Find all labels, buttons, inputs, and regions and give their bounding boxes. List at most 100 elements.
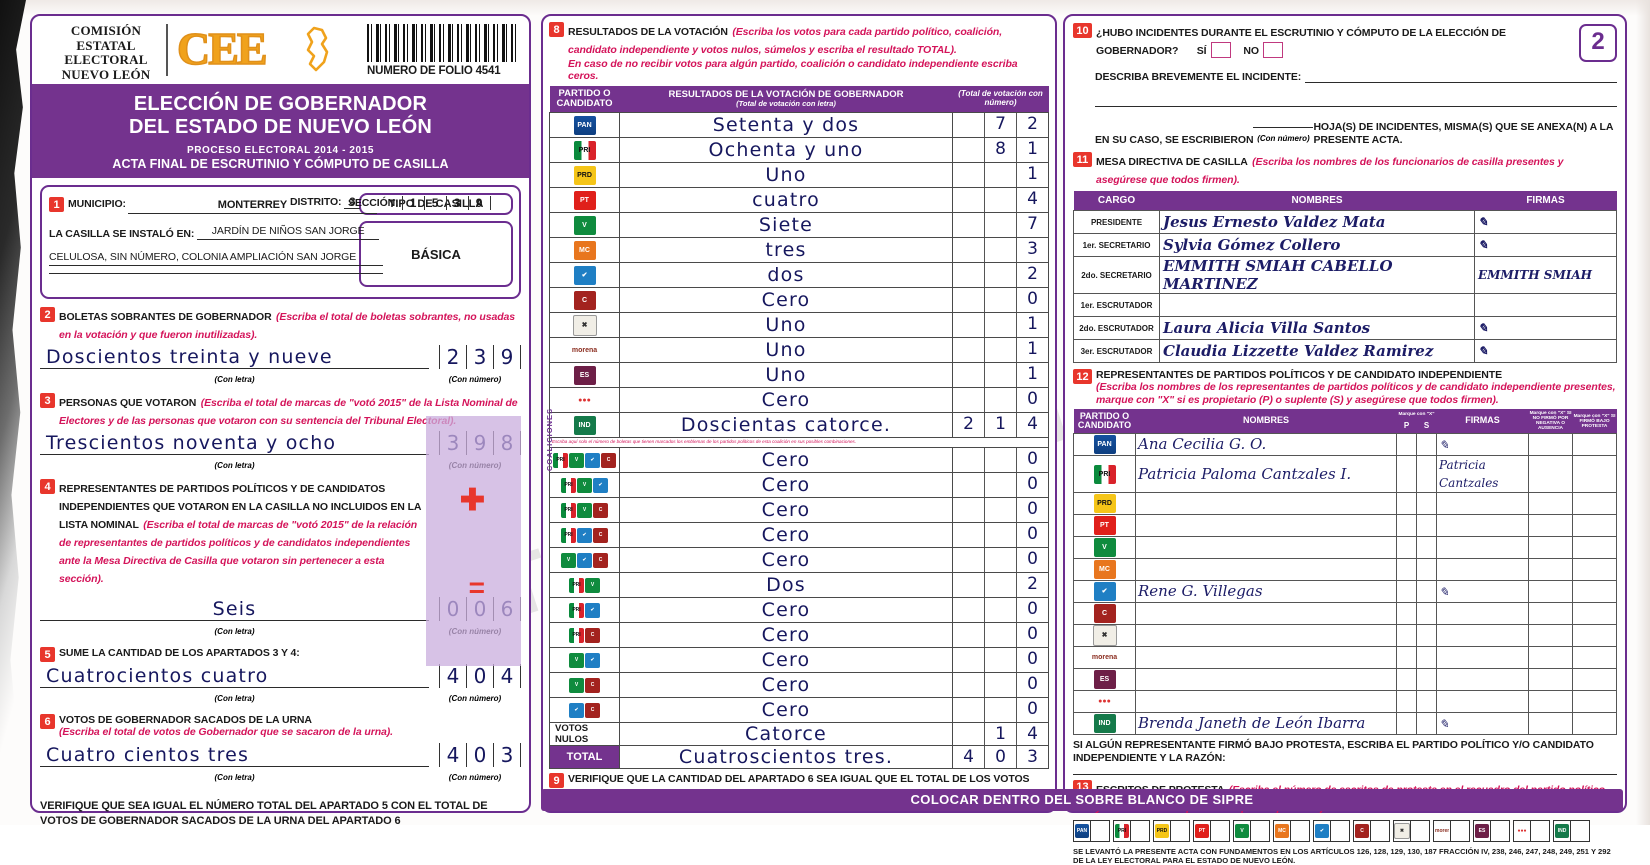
mesa-firma[interactable]: ✎ (1475, 340, 1617, 363)
rep-suplente-check[interactable] (1416, 713, 1436, 735)
rep-firma[interactable] (1437, 625, 1529, 647)
coalition-number[interactable]: 2 (953, 573, 1048, 597)
protest-box-mc[interactable]: MC (1273, 820, 1310, 842)
instalada-value[interactable]: JARDÍN DE NIÑOS SAN JORGE (212, 225, 365, 237)
rep-nombre[interactable]: Patricia Paloma Cantzales I. (1136, 456, 1397, 493)
rep-suplente-check[interactable] (1416, 559, 1436, 581)
rep-firma[interactable]: ✎ (1437, 581, 1529, 603)
rep-suplente-check[interactable] (1416, 625, 1436, 647)
rep-firma[interactable] (1437, 493, 1529, 515)
no-checkbox[interactable] (1263, 42, 1283, 58)
rep-protesta-check[interactable] (1573, 647, 1617, 669)
rep-firma[interactable]: ✎ (1437, 434, 1529, 456)
votes-number[interactable]: 1 (953, 163, 1048, 187)
rep-propietario-check[interactable] (1396, 515, 1416, 537)
protest-box-pan[interactable]: PAN (1073, 820, 1110, 842)
rep-nombre[interactable]: Ana Cecilia G. O. (1136, 434, 1397, 456)
rep-propietario-check[interactable] (1396, 559, 1416, 581)
votes-letra-cell[interactable]: Setenta y dos (620, 113, 953, 138)
rep-nofirmo-check[interactable] (1529, 581, 1573, 603)
rep-suplente-check[interactable] (1416, 647, 1436, 669)
mesa-nombre[interactable]: Laura Alicia Villa Santos (1160, 317, 1475, 340)
protest-count-input-pan[interactable] (1090, 821, 1109, 841)
rep-protesta-check[interactable] (1573, 515, 1617, 537)
section-5-digits[interactable]: 4 0 4 (429, 664, 521, 688)
rep-nombre[interactable] (1136, 647, 1397, 669)
coalition-letra-cell[interactable]: Cero (620, 648, 953, 673)
seccion-digits[interactable]: 1 5 3 9 (402, 196, 491, 210)
rep-nombre[interactable] (1136, 625, 1397, 647)
protest-count-input-cruz[interactable] (1370, 821, 1389, 841)
rep-protesta-check[interactable] (1573, 581, 1617, 603)
mesa-nombre[interactable]: EMMITH SMIAH CABELLO MARTINEZ (1160, 257, 1475, 294)
rep-nombre[interactable]: Rene G. Villegas (1136, 581, 1397, 603)
rep-suplente-check[interactable] (1416, 493, 1436, 515)
sheets-count-input[interactable]: (Con número) (1253, 116, 1313, 146)
rep-nombre[interactable] (1136, 559, 1397, 581)
rep-nombre[interactable] (1136, 515, 1397, 537)
protest-box-prd[interactable]: PRD (1153, 820, 1190, 842)
votes-number[interactable]: 2 (953, 263, 1048, 287)
municipio-value[interactable]: MONTERREY (218, 199, 287, 211)
rep-firma[interactable] (1437, 603, 1529, 625)
mesa-nombre[interactable] (1160, 294, 1475, 317)
rep-firma[interactable] (1437, 537, 1529, 559)
mesa-nombre[interactable]: Jesus Ernesto Valdez Mata (1160, 211, 1475, 234)
protest-box-ind[interactable]: IND (1553, 820, 1590, 842)
rep-protesta-check[interactable] (1573, 559, 1617, 581)
rep-suplente-check[interactable] (1416, 581, 1436, 603)
coalition-letra-cell[interactable]: Dos (620, 573, 953, 598)
section-4-letra[interactable]: Seis (213, 598, 257, 620)
rep-protesta-check[interactable] (1573, 669, 1617, 691)
rep-nofirmo-check[interactable] (1529, 647, 1573, 669)
protest-box-enc[interactable]: ●●● (1513, 820, 1550, 842)
votes-number[interactable]: 0 (953, 288, 1048, 312)
rep-nombre[interactable] (1136, 669, 1397, 691)
coalition-number[interactable]: 0 (953, 673, 1048, 697)
votes-letra-cell[interactable]: Ochenta y uno (620, 138, 953, 163)
coalition-number[interactable]: 0 (953, 623, 1048, 647)
section-2-digits[interactable]: 2 3 9 (429, 345, 521, 369)
coalition-number[interactable]: 0 (953, 548, 1048, 572)
rep-firma[interactable] (1437, 669, 1529, 691)
votes-letra-cell[interactable]: Uno (620, 338, 953, 363)
rep-firma[interactable] (1437, 691, 1529, 713)
section-3-letra[interactable]: Trescientos noventa y ocho (46, 432, 336, 454)
votes-letra-cell[interactable]: Cero (620, 388, 953, 413)
rep-protesta-check[interactable] (1573, 537, 1617, 559)
protest-count-input-na[interactable] (1330, 821, 1349, 841)
coalition-number[interactable]: 0 (953, 448, 1048, 472)
protest-box-ph[interactable]: ✖ (1393, 820, 1430, 842)
rep-firma[interactable]: Patricia Cantzales (1437, 456, 1529, 493)
rep-protesta-check[interactable] (1573, 603, 1617, 625)
protest-count-input-pvem[interactable] (1250, 821, 1269, 841)
coalition-letra-cell[interactable]: Cero (620, 623, 953, 648)
rep-propietario-check[interactable] (1396, 434, 1416, 456)
votes-number[interactable]: 4 (953, 188, 1048, 212)
rep-nofirmo-check[interactable] (1529, 559, 1573, 581)
votes-number[interactable]: 0 (953, 388, 1048, 412)
coalition-number[interactable]: 0 (953, 598, 1048, 622)
rep-propietario-check[interactable] (1396, 537, 1416, 559)
coalition-letra-cell[interactable]: Cero (620, 498, 953, 523)
direccion-value[interactable]: CELULOSA, SIN NÚMERO, COLONIA AMPLIACIÓN… (49, 251, 356, 263)
yes-checkbox[interactable] (1211, 42, 1231, 58)
rep-propietario-check[interactable] (1396, 713, 1416, 735)
rep-propietario-check[interactable] (1396, 493, 1416, 515)
rep-firma[interactable] (1437, 559, 1529, 581)
votes-letra-cell[interactable]: tres (620, 238, 953, 263)
rep-nofirmo-check[interactable] (1529, 456, 1573, 493)
rep-suplente-check[interactable] (1416, 456, 1436, 493)
mesa-firma[interactable] (1475, 294, 1617, 317)
rep-nofirmo-check[interactable] (1529, 625, 1573, 647)
protest-count-input-es[interactable] (1490, 821, 1509, 841)
votes-number[interactable]: 1 (953, 363, 1048, 387)
section-6-letra[interactable]: Cuatro cientos tres (46, 744, 249, 766)
mesa-firma[interactable]: ✎ (1475, 234, 1617, 257)
protest-count-input-pt[interactable] (1210, 821, 1229, 841)
protest-count-input-pri[interactable] (1130, 821, 1149, 841)
rep-nombre[interactable]: Brenda Janeth de León Ibarra (1136, 713, 1397, 735)
